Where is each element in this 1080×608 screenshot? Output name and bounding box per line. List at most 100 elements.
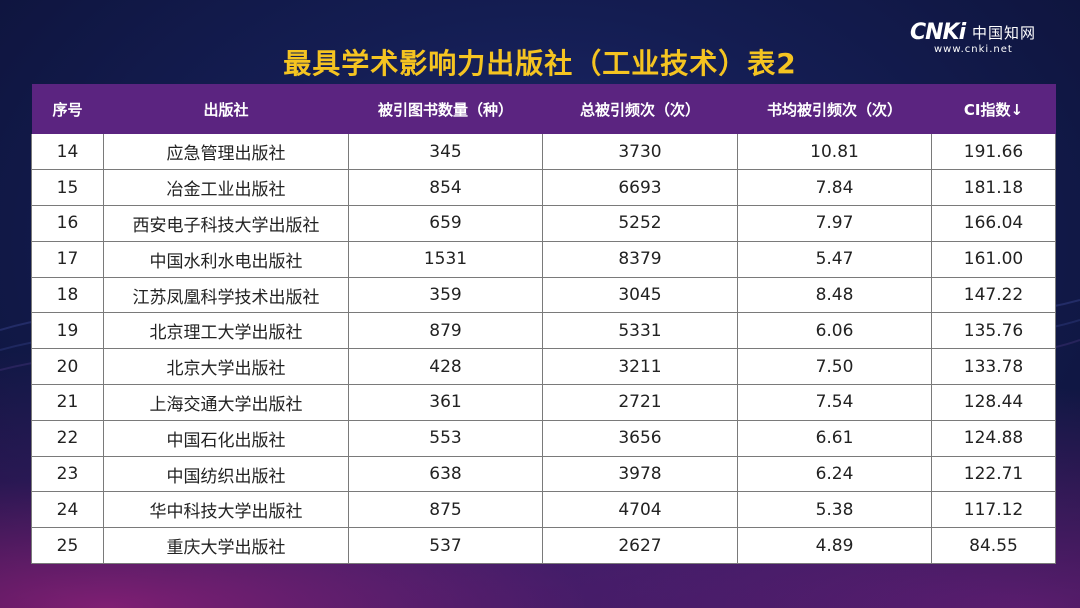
cell-cited-books: 359 xyxy=(348,276,543,314)
cell-rank: 17 xyxy=(31,240,104,278)
cell-citations-per-book: 10.81 xyxy=(737,134,932,171)
cell-ci-index: 135.76 xyxy=(931,312,1056,350)
cell-total-citations: 3978 xyxy=(542,455,738,493)
cell-ci-index: 166.04 xyxy=(931,205,1056,242)
cell-citations-per-book: 7.84 xyxy=(737,169,932,207)
cell-citations-per-book: 4.89 xyxy=(737,527,932,565)
table-row: 21 上海交通大学出版社 361 2721 7.54 128.44 xyxy=(31,384,1056,421)
cell-publisher: 重庆大学出版社 xyxy=(103,527,349,565)
cell-cited-books: 361 xyxy=(348,384,543,421)
cell-rank: 19 xyxy=(31,312,104,350)
table-row: 19 北京理工大学出版社 879 5331 6.06 135.76 xyxy=(31,312,1056,350)
cell-ci-index: 128.44 xyxy=(931,384,1056,421)
cell-publisher: 中国石化出版社 xyxy=(103,419,349,457)
table-header: 序号 出版社 被引图书数量（种） 总被引频次（次） 书均被引频次（次） CI指数… xyxy=(31,84,1056,134)
cell-publisher: 应急管理出版社 xyxy=(103,134,349,171)
cell-citations-per-book: 6.61 xyxy=(737,419,932,457)
cell-total-citations: 5331 xyxy=(542,312,738,350)
cell-total-citations: 5252 xyxy=(542,205,738,242)
cell-publisher: 北京大学出版社 xyxy=(103,348,349,386)
header-total-citations: 总被引频次（次） xyxy=(579,100,700,119)
cell-publisher: 冶金工业出版社 xyxy=(103,169,349,207)
cell-rank: 23 xyxy=(31,455,104,493)
table-header-row: 序号 出版社 被引图书数量（种） 总被引频次（次） 书均被引频次（次） CI指数… xyxy=(31,84,1056,134)
cell-total-citations: 2627 xyxy=(542,527,738,565)
cnki-logo-chinese: 中国知网 xyxy=(972,24,1037,42)
publisher-ranking-table: 序号 出版社 被引图书数量（种） 总被引频次（次） 书均被引频次（次） CI指数… xyxy=(31,84,1056,565)
cell-total-citations: 8379 xyxy=(542,240,738,278)
header-ci-index: CI指数↓ xyxy=(963,100,1024,119)
table-row: 16 西安电子科技大学出版社 659 5252 7.97 166.04 xyxy=(31,205,1056,242)
cell-rank: 15 xyxy=(31,169,104,207)
header-publisher: 出版社 xyxy=(203,100,249,119)
cell-rank: 14 xyxy=(31,134,104,171)
cell-citations-per-book: 7.54 xyxy=(737,384,932,421)
cell-rank: 16 xyxy=(31,205,104,242)
cell-ci-index: 161.00 xyxy=(931,240,1056,278)
table-row: 23 中国纺织出版社 638 3978 6.24 122.71 xyxy=(31,455,1056,493)
cell-total-citations: 3211 xyxy=(542,348,738,386)
cell-ci-index: 147.22 xyxy=(931,276,1056,314)
cell-publisher: 中国纺织出版社 xyxy=(103,455,349,493)
cell-ci-index: 122.71 xyxy=(931,455,1056,493)
header-cited-books: 被引图书数量（种） xyxy=(377,100,513,119)
cell-cited-books: 638 xyxy=(348,455,543,493)
cell-citations-per-book: 7.97 xyxy=(737,205,932,242)
cell-publisher: 上海交通大学出版社 xyxy=(103,384,349,421)
cell-rank: 25 xyxy=(31,527,104,565)
table-body: 14 应急管理出版社 345 3730 10.81 191.66 15 冶金工业出版社 854 6… xyxy=(31,134,1056,565)
cell-cited-books: 428 xyxy=(348,348,543,386)
cnki-logo: CNKi 中国知网 www.cnki.net xyxy=(910,18,1042,58)
cnki-logo-mark: CNKi xyxy=(910,20,966,45)
cell-publisher: 北京理工大学出版社 xyxy=(103,312,349,350)
table-row: 24 华中科技大学出版社 875 4704 5.38 117.12 xyxy=(31,491,1056,529)
cell-total-citations: 6693 xyxy=(542,169,738,207)
cell-publisher: 中国水利水电出版社 xyxy=(103,240,349,278)
header-rank: 序号 xyxy=(52,100,83,119)
cell-cited-books: 537 xyxy=(348,527,543,565)
cell-cited-books: 659 xyxy=(348,205,543,242)
cell-total-citations: 2721 xyxy=(542,384,738,421)
cell-total-citations: 4704 xyxy=(542,491,738,529)
publisher-ranking-table-container: 序号 出版社 被引图书数量（种） 总被引频次（次） 书均被引频次（次） CI指数… xyxy=(31,84,1056,565)
cell-cited-books: 345 xyxy=(348,134,543,171)
cell-publisher: 华中科技大学出版社 xyxy=(103,491,349,529)
cell-rank: 24 xyxy=(31,491,104,529)
cell-publisher: 江苏凤凰科学技术出版社 xyxy=(103,276,349,314)
cell-citations-per-book: 6.06 xyxy=(737,312,932,350)
cell-rank: 21 xyxy=(31,384,104,421)
cell-ci-index: 181.18 xyxy=(931,169,1056,207)
cell-rank: 18 xyxy=(31,276,104,314)
cell-total-citations: 3045 xyxy=(542,276,738,314)
cell-ci-index: 191.66 xyxy=(931,134,1056,171)
cell-cited-books: 879 xyxy=(348,312,543,350)
cell-publisher: 西安电子科技大学出版社 xyxy=(103,205,349,242)
cnki-logo-url: www.cnki.net xyxy=(934,44,1013,55)
table-row: 14 应急管理出版社 345 3730 10.81 191.66 xyxy=(31,134,1056,171)
cell-rank: 22 xyxy=(31,419,104,457)
table-row: 22 中国石化出版社 553 3656 6.61 124.88 xyxy=(31,419,1056,457)
cell-rank: 20 xyxy=(31,348,104,386)
table-row: 25 重庆大学出版社 537 2627 4.89 84.55 xyxy=(31,527,1056,565)
cell-cited-books: 875 xyxy=(348,491,543,529)
cell-ci-index: 117.12 xyxy=(931,491,1056,529)
cell-cited-books: 553 xyxy=(348,419,543,457)
cell-citations-per-book: 6.24 xyxy=(737,455,932,493)
cell-citations-per-book: 5.38 xyxy=(737,491,932,529)
page-title: 最具学术影响力出版社（工业技术）表2 xyxy=(283,47,797,80)
cell-cited-books: 854 xyxy=(348,169,543,207)
header-citations-per-book: 书均被引频次（次） xyxy=(766,100,902,119)
cell-ci-index: 124.88 xyxy=(931,419,1056,457)
cell-citations-per-book: 5.47 xyxy=(737,240,932,278)
cell-total-citations: 3656 xyxy=(542,419,738,457)
cell-cited-books: 1531 xyxy=(348,240,543,278)
table-row: 15 冶金工业出版社 854 6693 7.84 181.18 xyxy=(31,169,1056,207)
cell-citations-per-book: 8.48 xyxy=(737,276,932,314)
table-row: 18 江苏凤凰科学技术出版社 359 3045 8.48 147.22 xyxy=(31,276,1056,314)
table-row: 20 北京大学出版社 428 3211 7.50 133.78 xyxy=(31,348,1056,386)
cell-total-citations: 3730 xyxy=(542,134,738,171)
cell-citations-per-book: 7.50 xyxy=(737,348,932,386)
cell-ci-index: 84.55 xyxy=(931,527,1056,565)
cell-ci-index: 133.78 xyxy=(931,348,1056,386)
table-row: 17 中国水利水电出版社 1531 8379 5.47 161.00 xyxy=(31,240,1056,278)
